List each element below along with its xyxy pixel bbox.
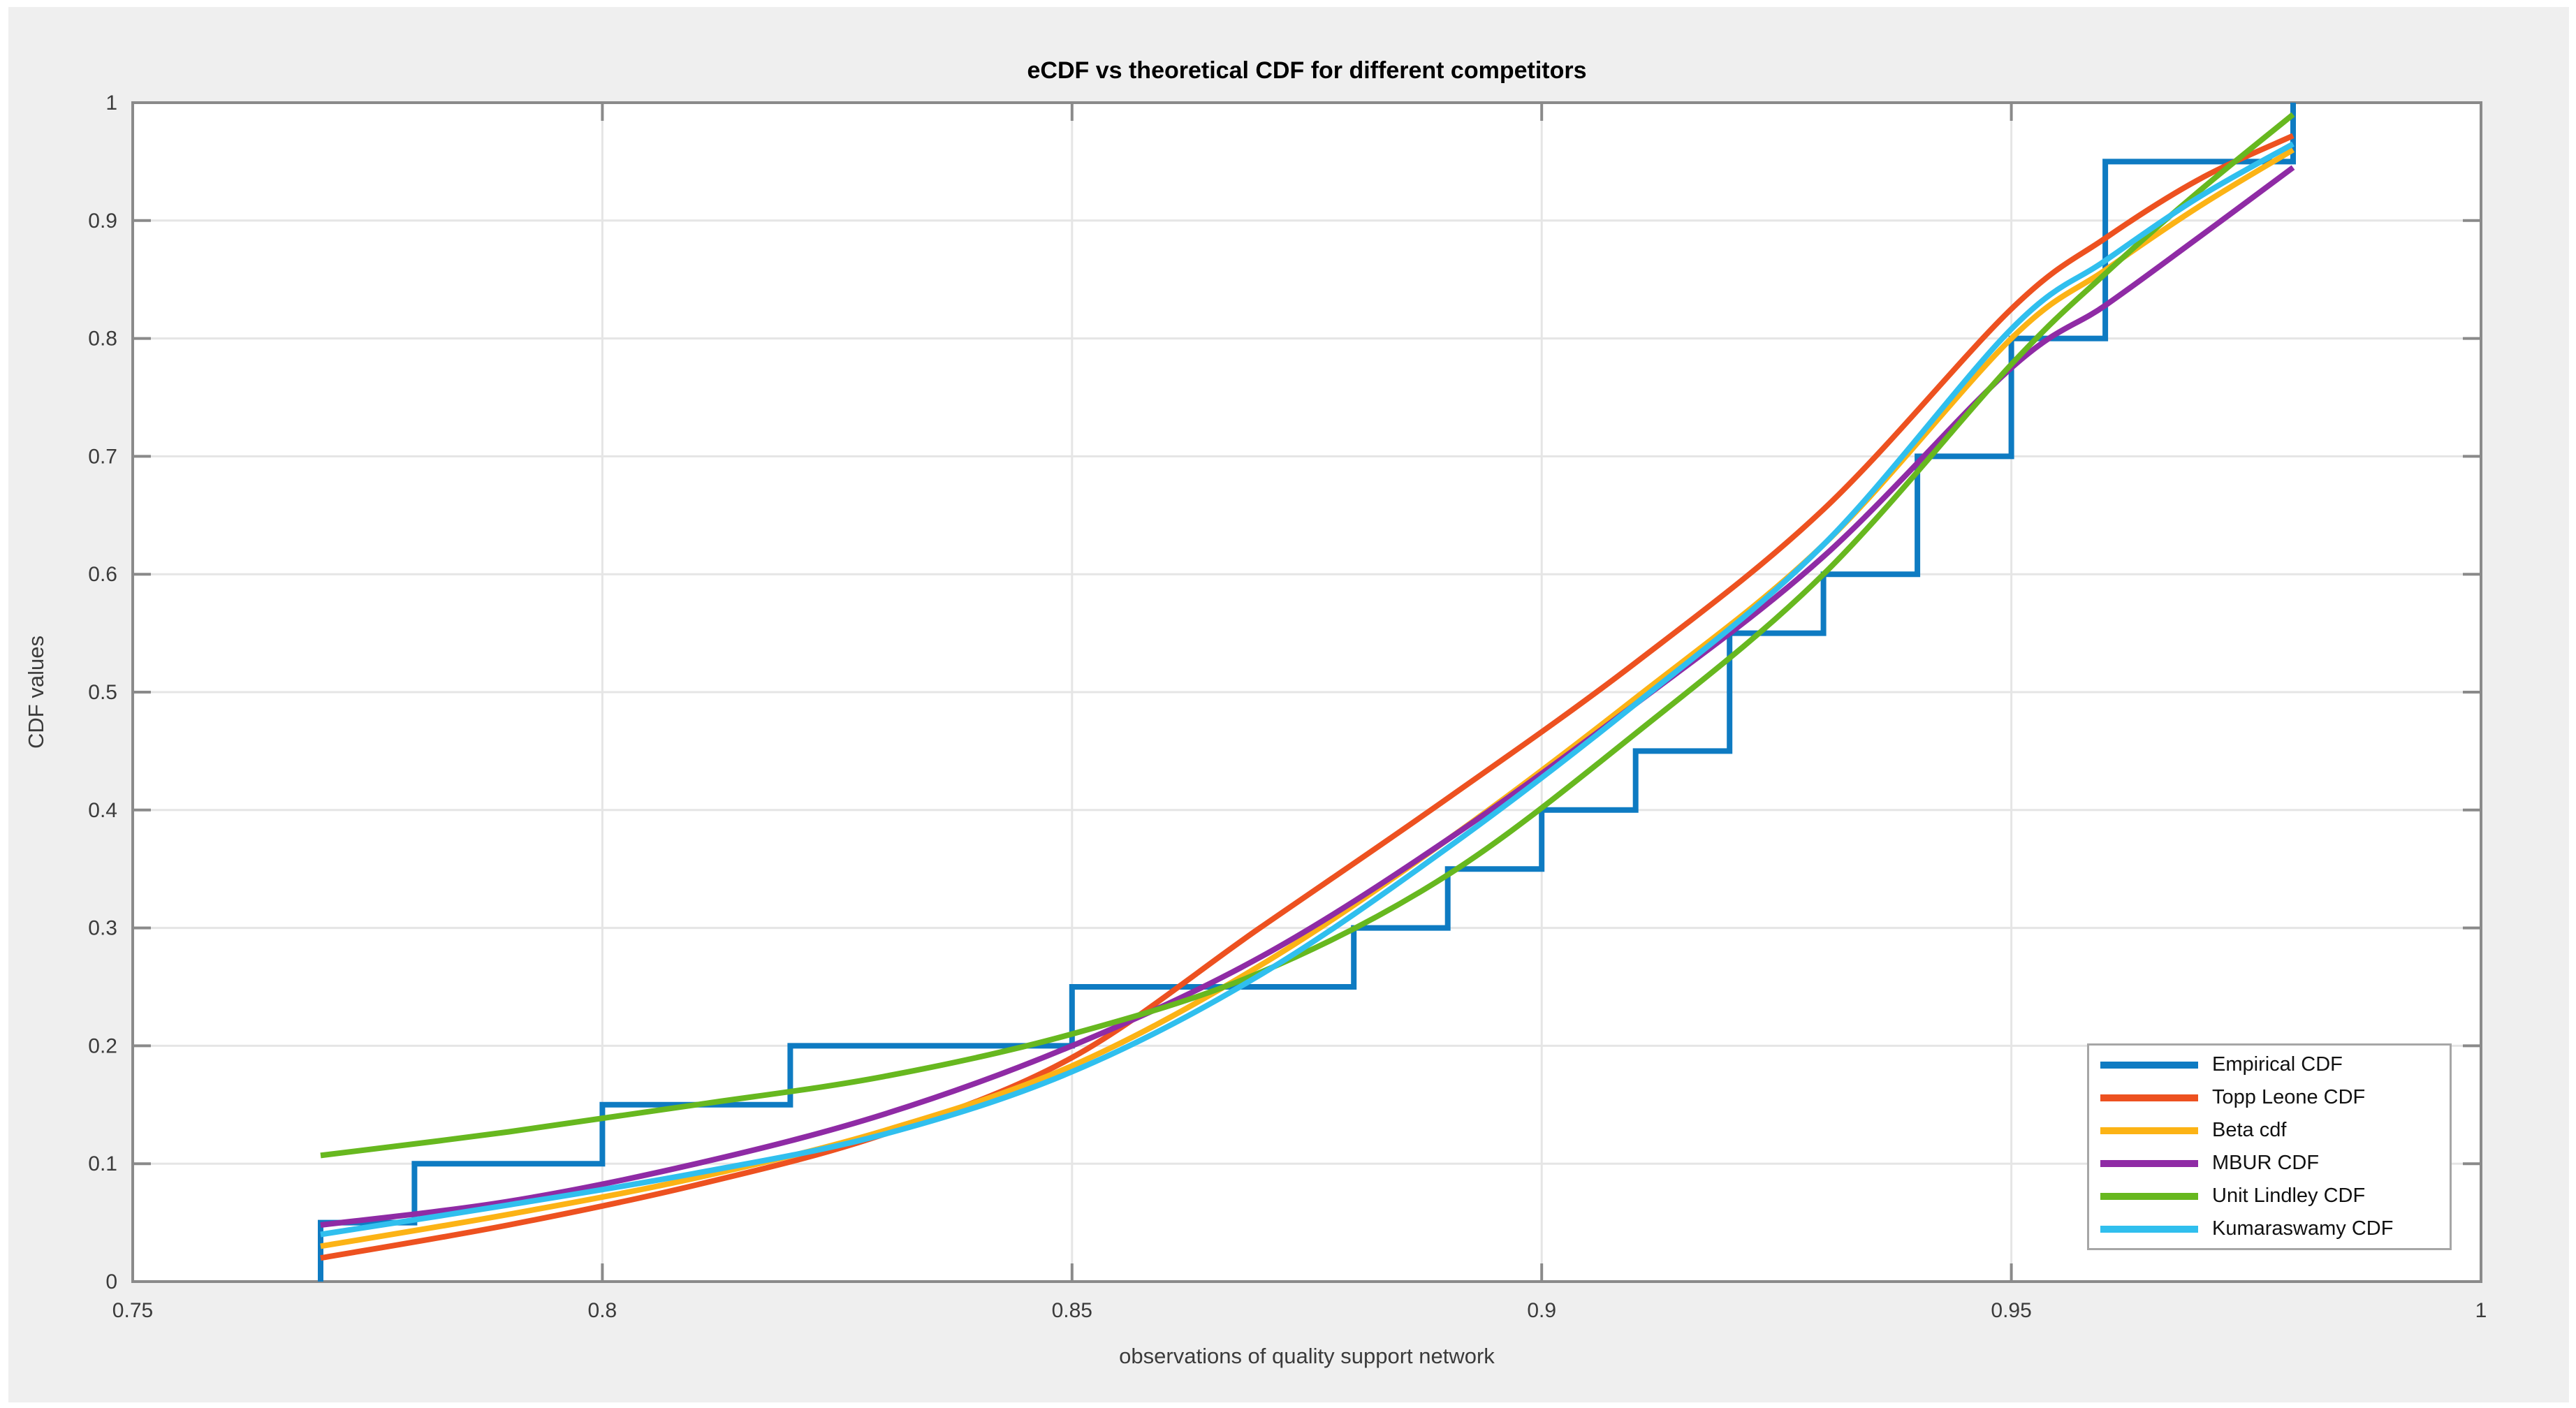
y-tick-label: 0.3 — [88, 917, 117, 940]
window-frame-right — [2569, 0, 2576, 1408]
x-tick-label: 1 — [2475, 1299, 2487, 1322]
y-tick-label: 0.2 — [88, 1034, 117, 1057]
legend-line-swatch — [2100, 1159, 2198, 1167]
legend-item-unit-lindley-cdf: Unit Lindley CDF — [2100, 1181, 2445, 1212]
x-tick-label: 0.75 — [112, 1299, 153, 1322]
y-tick-label: 0.5 — [88, 681, 117, 704]
legend-line-swatch — [2100, 1127, 2198, 1134]
y-tick-label: 0.8 — [88, 328, 117, 351]
y-tick-label: 0.6 — [88, 563, 117, 586]
unit-lindley-cdf-curve — [320, 112, 2295, 1159]
legend-label: Unit Lindley CDF — [2212, 1185, 2366, 1207]
x-tick-label: 0.8 — [588, 1299, 617, 1322]
y-tick-label: 0.7 — [88, 445, 117, 468]
legend-item-mbur-cdf: MBUR CDF — [2100, 1148, 2445, 1179]
y-tick-label: 0.9 — [88, 210, 117, 233]
y-tick-label: 0.1 — [88, 1152, 117, 1175]
legend-label: Topp Leone CDF — [2212, 1086, 2366, 1108]
topp-leone-cdf-curve — [320, 133, 2295, 1261]
mbur-cdf-curve — [320, 165, 2295, 1228]
chart-title: eCDF vs theoretical CDF for different co… — [1027, 57, 1586, 84]
legend-label: Empirical CDF — [2212, 1053, 2343, 1076]
x-tick-label: 0.9 — [1527, 1299, 1556, 1322]
x-tick-label: 0.85 — [1052, 1299, 1092, 1322]
legend-item-topp-leone-cdf: Topp Leone CDF — [2100, 1083, 2445, 1113]
window-frame-bottom — [0, 1402, 2576, 1408]
legend-label: Beta cdf — [2212, 1119, 2287, 1141]
grid-lines — [133, 103, 2481, 1282]
legend-line-swatch — [2100, 1192, 2198, 1200]
legend-item-beta-cdf: Beta cdf — [2100, 1115, 2445, 1146]
axes-box — [131, 101, 2482, 1283]
legend-box: Empirical CDF Topp Leone CDF Beta cdf MB… — [2087, 1043, 2452, 1250]
window-frame-left — [0, 0, 8, 1408]
data-curves — [318, 103, 2296, 1282]
legend-line-swatch — [2100, 1094, 2198, 1101]
x-axis-label: observations of quality support network — [1119, 1344, 1495, 1368]
y-tick-label: 0 — [105, 1270, 117, 1293]
y-axis-label: CDF values — [24, 636, 48, 749]
legend-line-swatch — [2100, 1225, 2198, 1233]
legend-item-empirical-cdf: Empirical CDF — [2100, 1050, 2445, 1080]
legend-line-swatch — [2100, 1061, 2198, 1069]
window-frame-top — [0, 0, 2576, 7]
x-tick-label: 0.95 — [1991, 1299, 2031, 1322]
empirical-cdf-curve — [318, 103, 2296, 1282]
legend-label: Kumaraswamy CDF — [2212, 1217, 2394, 1240]
legend-item-kumaraswamy-cdf: Kumaraswamy CDF — [2100, 1214, 2445, 1245]
y-tick-label: 1 — [105, 91, 117, 115]
kumaraswamy-cdf-curve — [320, 141, 2295, 1238]
y-tick-label: 0.4 — [88, 799, 117, 822]
legend-label: MBUR CDF — [2212, 1152, 2320, 1174]
